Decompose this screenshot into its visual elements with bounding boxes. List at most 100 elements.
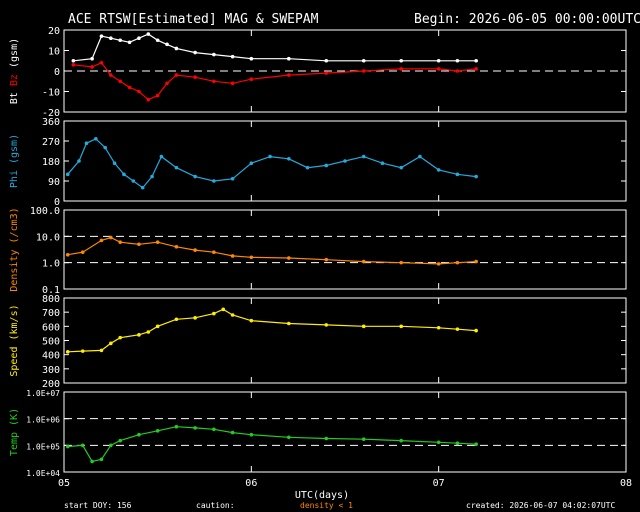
series-speed-point — [155, 324, 160, 329]
series-phi-point — [140, 185, 145, 190]
series-temperature-point — [155, 429, 160, 433]
y-tick-label: 10 — [48, 47, 60, 58]
y-tick-label: 180 — [42, 157, 60, 168]
series-temperature-point — [287, 435, 291, 440]
series-bz-point — [212, 79, 216, 84]
series-density-point — [212, 250, 216, 254]
series-speed-point — [109, 341, 113, 346]
series-speed-point — [174, 317, 179, 322]
caution-text: density < 1 — [300, 501, 353, 510]
series-bt-point — [399, 58, 404, 63]
series-density-point — [65, 252, 70, 257]
y-tick-label: 10.0 — [36, 232, 60, 243]
series-temperature-point — [474, 442, 478, 447]
series-bz-point — [455, 69, 460, 73]
series-bz-point — [137, 89, 141, 94]
series-temperature-point — [230, 430, 235, 435]
series-bz-point — [193, 75, 197, 79]
series-temperature-line — [67, 426, 477, 463]
series-speed-point — [193, 316, 197, 320]
series-bt-line — [73, 33, 477, 62]
series-bz-point — [90, 65, 94, 69]
series-bt-point — [212, 52, 216, 57]
y-axis-label-part: Bt — [9, 92, 20, 104]
series-bz-point — [109, 73, 113, 77]
series-bt-point — [155, 38, 160, 43]
series-bt-point — [174, 46, 179, 51]
series-phi-point — [305, 165, 310, 170]
series-bz-point — [324, 71, 329, 75]
series-temperature-point — [212, 427, 216, 432]
series-speed-point — [474, 328, 478, 333]
series-bz-point — [146, 97, 151, 102]
series-bz-line — [73, 62, 477, 101]
series-speed-point — [137, 333, 141, 337]
series-density-point — [118, 240, 122, 244]
series-bt-point — [118, 38, 122, 43]
series-phi-point — [131, 179, 136, 183]
series-bz-point — [249, 77, 254, 81]
series-phi-point — [159, 154, 164, 159]
y-axis-label-part: (gsm) — [9, 38, 20, 74]
series-bt-point — [324, 58, 329, 63]
series-bz-point — [230, 81, 235, 86]
series-speed-point — [455, 327, 460, 331]
series-speed-point — [221, 307, 226, 312]
series-temperature-point — [249, 432, 254, 437]
series-bz-point — [165, 81, 169, 86]
y-tick-label: 600 — [42, 322, 60, 333]
series-density-point — [249, 255, 254, 260]
series-speed-point — [99, 348, 104, 353]
series-speed-point — [249, 318, 254, 323]
y-axis-label: Density (/cm3) — [9, 207, 20, 291]
series-speed-point — [361, 324, 366, 329]
y-tick-label: 1.0E+04 — [26, 469, 60, 478]
series-density-point — [193, 248, 197, 252]
start-doy: start DOY: 156 — [64, 501, 132, 510]
series-bz-point — [99, 61, 104, 65]
y-tick-label: 1.0E+07 — [26, 389, 60, 398]
y-tick-label: 100.0 — [30, 206, 60, 217]
series-bt-point — [361, 58, 366, 63]
created-time: created: 2026-06-07 04:02:07UTC — [466, 501, 615, 510]
series-bz-point — [436, 67, 441, 71]
series-density-point — [436, 262, 441, 266]
series-temperature-point — [90, 459, 94, 464]
panel-speed: 800 700 600 500 400 300 200 Speed (km/s) — [9, 294, 627, 390]
panel-density: 100.0 10.0 1.0 0.1 Density (/cm3) — [9, 206, 627, 296]
y-tick-label: 0 — [54, 197, 60, 208]
series-temperature-point — [137, 432, 141, 437]
series-temperature-point — [399, 438, 404, 443]
y-tick-label: 500 — [42, 337, 60, 348]
series-bt-point — [230, 54, 235, 59]
series-phi-point — [324, 163, 329, 168]
series-speed-point — [230, 313, 235, 317]
series-speed-point — [146, 330, 151, 334]
series-temperature-point — [109, 443, 113, 448]
series-bt-point — [71, 58, 76, 63]
y-tick-label: 1.0E+06 — [26, 416, 60, 425]
series-phi-point — [455, 172, 460, 177]
series-phi-point — [268, 154, 272, 159]
series-temperature-point — [436, 440, 441, 445]
y-tick-label: -20 — [42, 108, 60, 119]
series-speed-point — [80, 349, 85, 353]
y-tick-label: 700 — [42, 308, 60, 319]
series-density-point — [230, 254, 235, 258]
panel-temperature: 1.0E+07 1.0E+06 1.0E+05 1.0E+04 Temp (K) — [9, 389, 627, 478]
series-phi-point — [174, 165, 179, 170]
series-phi-point — [112, 161, 117, 166]
series-phi-point — [361, 154, 366, 159]
series-temperature-point — [324, 436, 329, 441]
series-phi-point — [343, 159, 347, 163]
y-tick-label: 300 — [42, 365, 60, 376]
y-tick-label: 200 — [42, 379, 60, 390]
series-phi-point — [230, 176, 235, 181]
series-phi-point — [193, 174, 197, 179]
series-phi-point — [150, 174, 154, 179]
y-tick-label: 1.0E+05 — [26, 442, 60, 451]
series-phi-point — [287, 156, 291, 161]
y-tick-label: 0 — [54, 67, 60, 78]
series-density-point — [455, 260, 460, 265]
